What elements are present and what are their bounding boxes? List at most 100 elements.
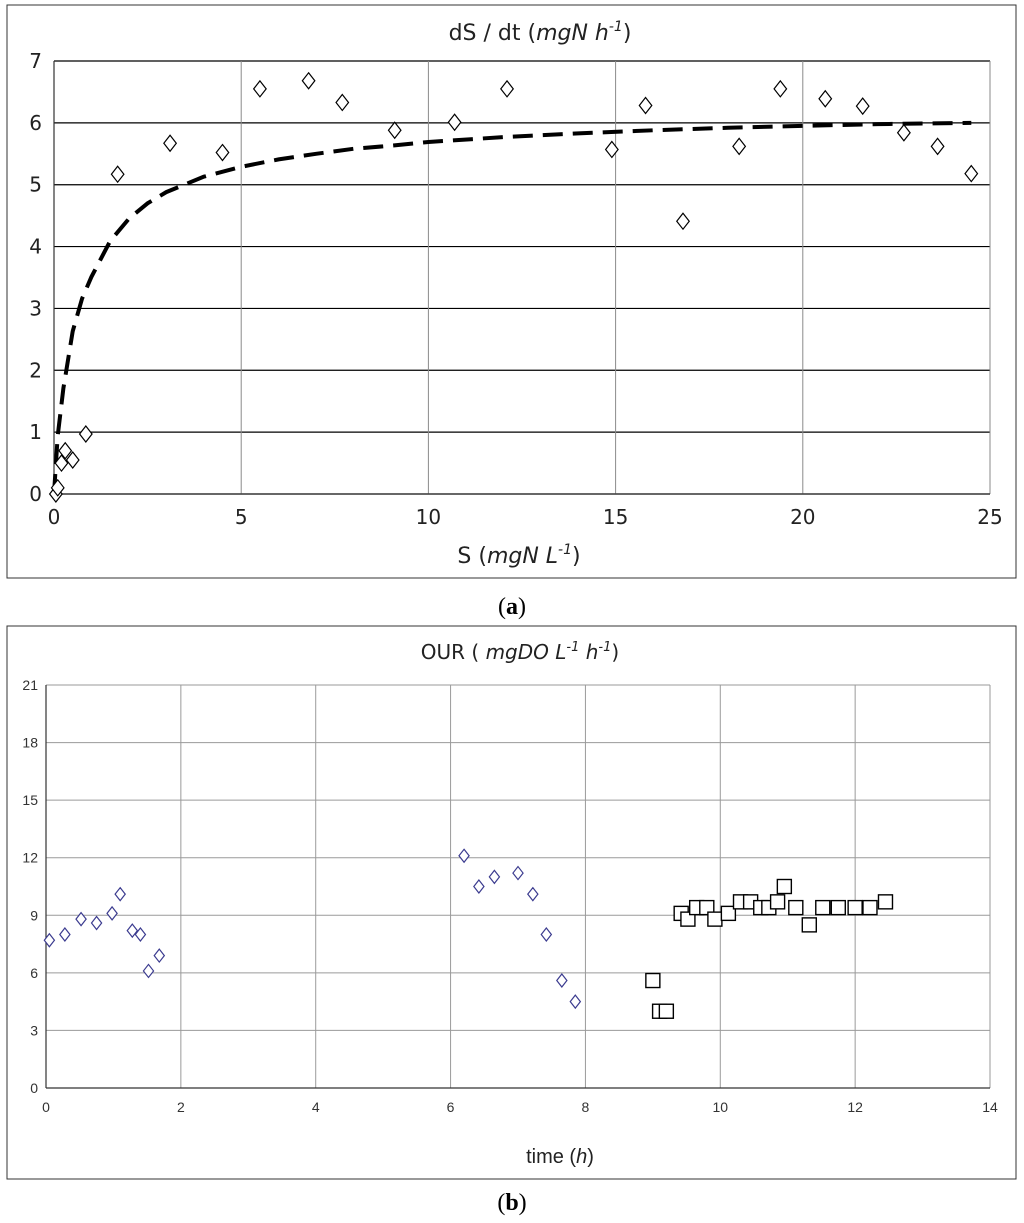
data-point [54,454,69,473]
y-tick-label: 7 [29,49,42,73]
y-tick-label: 2 [29,358,42,382]
chart-a-ticks: 0 1 2 3 4 5 6 7 0 5 10 15 20 25 [29,49,1002,529]
chart-a-points [48,71,979,503]
y-tick-label: 6 [30,965,38,981]
x-tick-label: 25 [977,505,1002,529]
x-tick-label: 15 [603,505,628,529]
data-point [877,894,894,910]
x-tick-label: 6 [447,1099,455,1115]
data-point [458,848,470,864]
data-point [964,164,979,183]
data-point [134,927,147,942]
x-tick-label: 0 [48,505,61,529]
data-point [645,972,661,989]
data-point [500,79,515,98]
data-point [447,113,462,132]
data-point [896,123,911,142]
data-point [847,899,863,916]
y-tick-label: 4 [29,235,42,259]
y-tick-label: 18 [22,735,38,751]
x-tick-label: 20 [790,505,815,529]
x-tick-label: 0 [42,1099,50,1115]
data-point [110,165,125,184]
data-point [301,71,316,90]
data-point [540,927,553,942]
x-tick-label: 4 [312,1099,320,1115]
data-point [58,441,73,460]
data-point [732,137,747,156]
y-tick-label: 5 [29,173,42,197]
chart-a-fit-curve [52,120,972,495]
data-point [707,911,723,927]
caption-b: (b) [497,1190,526,1216]
data-point [50,478,65,497]
data-point [773,79,788,98]
data-point [252,79,267,98]
data-point [720,905,737,922]
data-point [699,899,715,916]
data-point [675,212,690,231]
y-tick-label: 0 [30,1080,38,1096]
data-point [801,917,817,933]
x-tick-label: 2 [177,1099,185,1115]
data-point [488,869,501,885]
data-point [555,973,568,989]
data-point [930,137,945,156]
x-tick-label: 10 [712,1099,728,1115]
data-point [815,899,831,916]
data-point [788,899,804,916]
y-tick-label: 3 [29,296,42,320]
y-tick-label: 9 [30,907,38,923]
x-tick-label: 5 [235,505,248,529]
data-point [776,878,793,895]
data-point [90,915,103,931]
y-tick-label: 3 [30,1022,38,1038]
data-point [65,451,80,469]
y-tick-label: 6 [29,111,42,135]
data-point [106,905,118,921]
chart-a-title: dS / dt (mgN h-1) [449,19,632,46]
y-tick-label: 21 [22,677,38,693]
data-point [604,140,619,159]
data-point [142,963,155,979]
data-point [680,911,696,927]
chart-a: dS / dt (mgN h-1) 0 1 2 3 4 5 6 7 0 5 10 15 20 25 S (… [6,4,1017,579]
x-tick-label: 8 [582,1099,590,1115]
data-point [75,911,87,927]
data-point [830,899,846,916]
y-tick-label: 1 [29,420,42,444]
y-tick-label: 15 [22,792,38,808]
data-point [769,894,786,910]
data-point [512,865,524,881]
y-tick-label: 12 [22,850,38,866]
data-point [78,425,93,443]
data-point [43,932,56,948]
data-point [215,143,230,162]
fit-curve [52,120,972,495]
x-tick-label: 10 [416,505,441,529]
data-point [126,923,139,939]
data-point [855,97,870,116]
data-point [862,899,878,916]
data-point [114,886,127,902]
data-point [335,93,350,112]
x-tick-label: 12 [847,1099,863,1115]
chart-b: OUR ( mgDO L-1 h-1) 0 3 6 9 12 15 18 21 0 2 4 6 8 10 1… [6,625,1017,1180]
chart-b-points [43,848,894,1019]
data-point [153,948,166,964]
data-point [569,994,582,1010]
chart-b-xlabel: time (h) [526,1146,594,1168]
data-point [163,134,178,153]
data-point [473,879,485,894]
data-point [387,121,402,140]
y-tick-label: 0 [29,482,42,506]
chart-a-grid [53,60,991,495]
x-tick-label: 14 [982,1099,998,1115]
data-point [527,886,539,902]
caption-a: (a) [498,594,526,620]
chart-b-grid [45,684,991,1089]
data-point [638,96,653,115]
data-point [818,89,833,108]
chart-a-xlabel: S (mgN L-1) [457,542,580,569]
